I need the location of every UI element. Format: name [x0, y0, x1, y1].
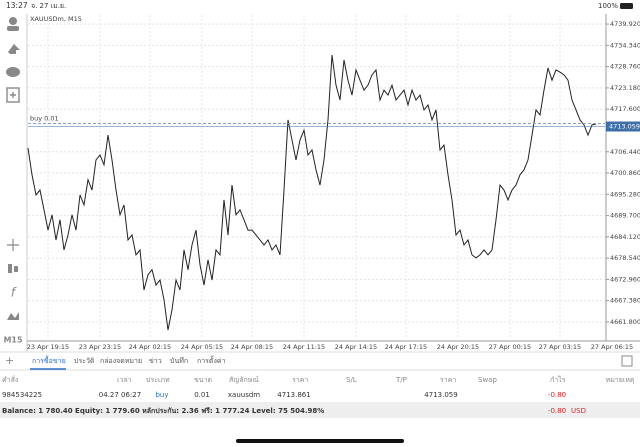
summary-text: Balance: 1 780.40 Equity: 1 779.60 หลักป…: [2, 407, 324, 415]
chat-icon[interactable]: [6, 67, 20, 77]
y-tick-label: 4667.380: [610, 297, 640, 305]
y-tick-label: 4661.800: [610, 318, 640, 326]
table-header: สัญลักษณ์: [229, 376, 259, 384]
new-icon[interactable]: [6, 87, 20, 103]
status-battery: 100%: [598, 2, 618, 10]
y-tick-label: 4700.860: [610, 169, 640, 177]
table-cell: 0.01: [194, 391, 210, 399]
table-header: S/L: [346, 376, 357, 384]
add-button[interactable]: +: [5, 354, 14, 367]
tab[interactable]: ข่าว: [149, 357, 162, 365]
x-tick-label: 24 Apr 11:15: [283, 343, 325, 351]
table-cell: xauusdm: [228, 391, 260, 399]
candle-icon-2: [14, 266, 18, 272]
chart-title: XAUUSDm, M15: [30, 15, 82, 23]
y-tick-label: 4684.120: [610, 233, 640, 241]
battery-icon: [620, 3, 633, 9]
table-header: ประเภท: [146, 376, 170, 384]
table-cell: 984534225: [2, 391, 42, 399]
table-cell: 4713.861: [277, 391, 310, 399]
table-header: ราคา: [440, 376, 456, 384]
tab[interactable]: การตั้งค่า: [197, 354, 226, 365]
crosshair-icon[interactable]: [7, 239, 19, 251]
price-box: [606, 121, 640, 132]
x-tick-label: 24 Apr 17:15: [385, 343, 427, 351]
x-tick-label: 24 Apr 05:15: [181, 343, 223, 351]
tab[interactable]: บันทึก: [170, 356, 188, 365]
x-tick-label: 24 Apr 20:15: [437, 343, 479, 351]
table-header: T/P: [395, 376, 407, 384]
summary-currency: USD: [571, 407, 586, 415]
x-tick-label: 27 Apr 06:15: [591, 343, 633, 351]
toolbar: f: [6, 17, 20, 320]
table-cell: 04.27 06:27: [99, 391, 141, 399]
y-tick-label: 4739.920: [610, 20, 640, 28]
y-tick-label: 4678.540: [610, 254, 640, 262]
account-icon-body: [7, 26, 19, 31]
y-tick-label: 4695.280: [610, 190, 640, 198]
tab[interactable]: กล่องจดหมาย: [100, 357, 142, 365]
table-header: กำไร: [550, 375, 566, 384]
y-tick-label: 4723.180: [610, 84, 640, 92]
price-line: [27, 54, 597, 331]
table-header: Swap: [478, 376, 497, 384]
price-box-label: 4713.059: [609, 123, 640, 131]
table-header: เวลา: [117, 376, 132, 384]
x-tick-label: 24 Apr 02:15: [129, 343, 171, 351]
table-header: ราคา: [292, 376, 308, 384]
y-tick-label: 4728.760: [610, 63, 640, 71]
indicator-icon[interactable]: f: [11, 286, 17, 300]
candle-icon[interactable]: [8, 264, 12, 273]
layout-button[interactable]: [621, 355, 633, 367]
table-header: หมายเหตุ: [606, 376, 635, 384]
home-indicator: [236, 439, 404, 443]
y-tick-label: 4717.600: [610, 105, 640, 113]
table-header: ขนาด: [194, 376, 212, 384]
objects-icon[interactable]: [7, 312, 19, 320]
y-tick-label: 4706.440: [610, 148, 640, 156]
x-tick-label: 23 Apr 23:15: [79, 343, 121, 351]
x-tick-label: 24 Apr 08:15: [231, 343, 273, 351]
table-header: คำสั่ง: [2, 375, 18, 384]
status-date: จ. 27 เม.ย.: [31, 2, 66, 10]
trade-icon[interactable]: [8, 44, 20, 54]
summary-bar: [0, 404, 640, 418]
tab[interactable]: การซื้อขาย: [32, 354, 66, 365]
account-icon[interactable]: [9, 17, 17, 25]
x-tick-label: 24 Apr 14:15: [335, 343, 377, 351]
table-cell: -0.80: [548, 391, 566, 399]
summary-profit: -0.80: [548, 407, 566, 415]
table-cell: 4713.059: [424, 391, 457, 399]
y-tick-label: 4672.960: [610, 275, 640, 283]
x-tick-label: 23 Apr 19:15: [27, 343, 69, 351]
y-tick-label: 4689.700: [610, 212, 640, 220]
x-tick-label: 27 Apr 00:15: [489, 343, 531, 351]
status-time: 13:27: [6, 1, 28, 10]
timeframe-button[interactable]: M15: [3, 336, 23, 345]
table-cell: buy: [155, 391, 168, 399]
y-tick-label: 4734.340: [610, 41, 640, 49]
tab[interactable]: ประวัติ: [74, 357, 95, 365]
x-tick-label: 27 Apr 03:15: [539, 343, 581, 351]
plus: [10, 92, 16, 98]
order-label: buy 0.01: [30, 114, 59, 122]
